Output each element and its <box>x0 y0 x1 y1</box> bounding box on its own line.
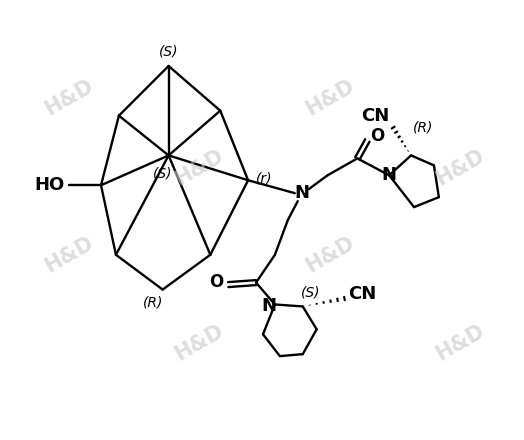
Text: O: O <box>370 127 385 144</box>
Text: (S): (S) <box>301 286 321 300</box>
Text: H&D: H&D <box>302 233 357 277</box>
Text: H&D: H&D <box>432 146 488 189</box>
Text: N: N <box>261 297 277 315</box>
Text: (S): (S) <box>153 166 172 180</box>
Text: N: N <box>381 166 397 184</box>
Text: H&D: H&D <box>172 321 227 364</box>
Text: H&D: H&D <box>172 146 227 189</box>
Text: CN: CN <box>348 285 376 303</box>
Text: O: O <box>209 273 223 290</box>
Text: CN: CN <box>361 106 389 125</box>
Text: H&D: H&D <box>302 76 357 119</box>
Text: H&D: H&D <box>41 76 97 119</box>
Text: H&D: H&D <box>41 233 97 277</box>
Text: H&D: H&D <box>432 321 488 364</box>
Text: HO: HO <box>34 176 64 194</box>
Text: (R): (R) <box>413 121 433 135</box>
Text: (r): (r) <box>256 171 272 185</box>
Text: (R): (R) <box>143 296 163 309</box>
Text: N: N <box>294 184 309 202</box>
Text: (S): (S) <box>159 44 178 58</box>
